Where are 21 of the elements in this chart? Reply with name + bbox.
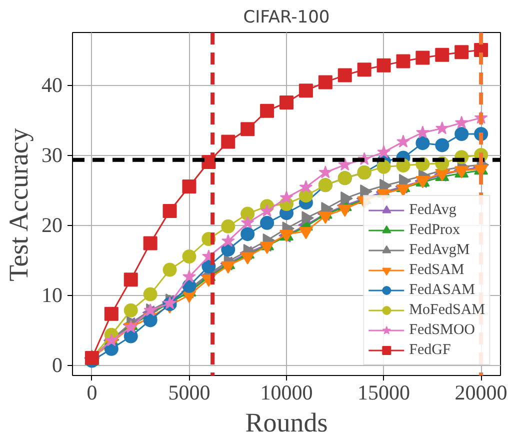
- legend-label: FedSAM: [409, 262, 464, 278]
- y-tick-label: 0: [52, 353, 62, 377]
- y-axis-title: Test Accuracy: [4, 128, 34, 282]
- x-tick-label: 5000: [168, 380, 210, 404]
- legend-label: FedProx: [409, 222, 460, 238]
- y-tick-label: 40: [42, 73, 62, 97]
- legend-label: FedASAM: [409, 282, 475, 298]
- chart-title: CIFAR-100: [243, 8, 330, 28]
- x-tick-label: 20000: [454, 380, 508, 404]
- x-axis-title: Rounds: [245, 408, 328, 438]
- x-tick-label: 0: [86, 380, 98, 404]
- legend-label: FedAvgM: [409, 242, 470, 258]
- y-tick-label: 20: [42, 213, 62, 237]
- y-tick-label: 10: [42, 283, 62, 307]
- x-tick-label: 15000: [358, 380, 410, 404]
- legend-label: FedAvg: [409, 202, 456, 218]
- x-tick-label: 10000: [260, 380, 313, 404]
- y-tick-label: 30: [42, 143, 62, 167]
- legend-label: MoFedSAM: [409, 302, 485, 318]
- legend-label: FedSMOO: [409, 322, 475, 338]
- legend-label: FedGF: [409, 342, 451, 358]
